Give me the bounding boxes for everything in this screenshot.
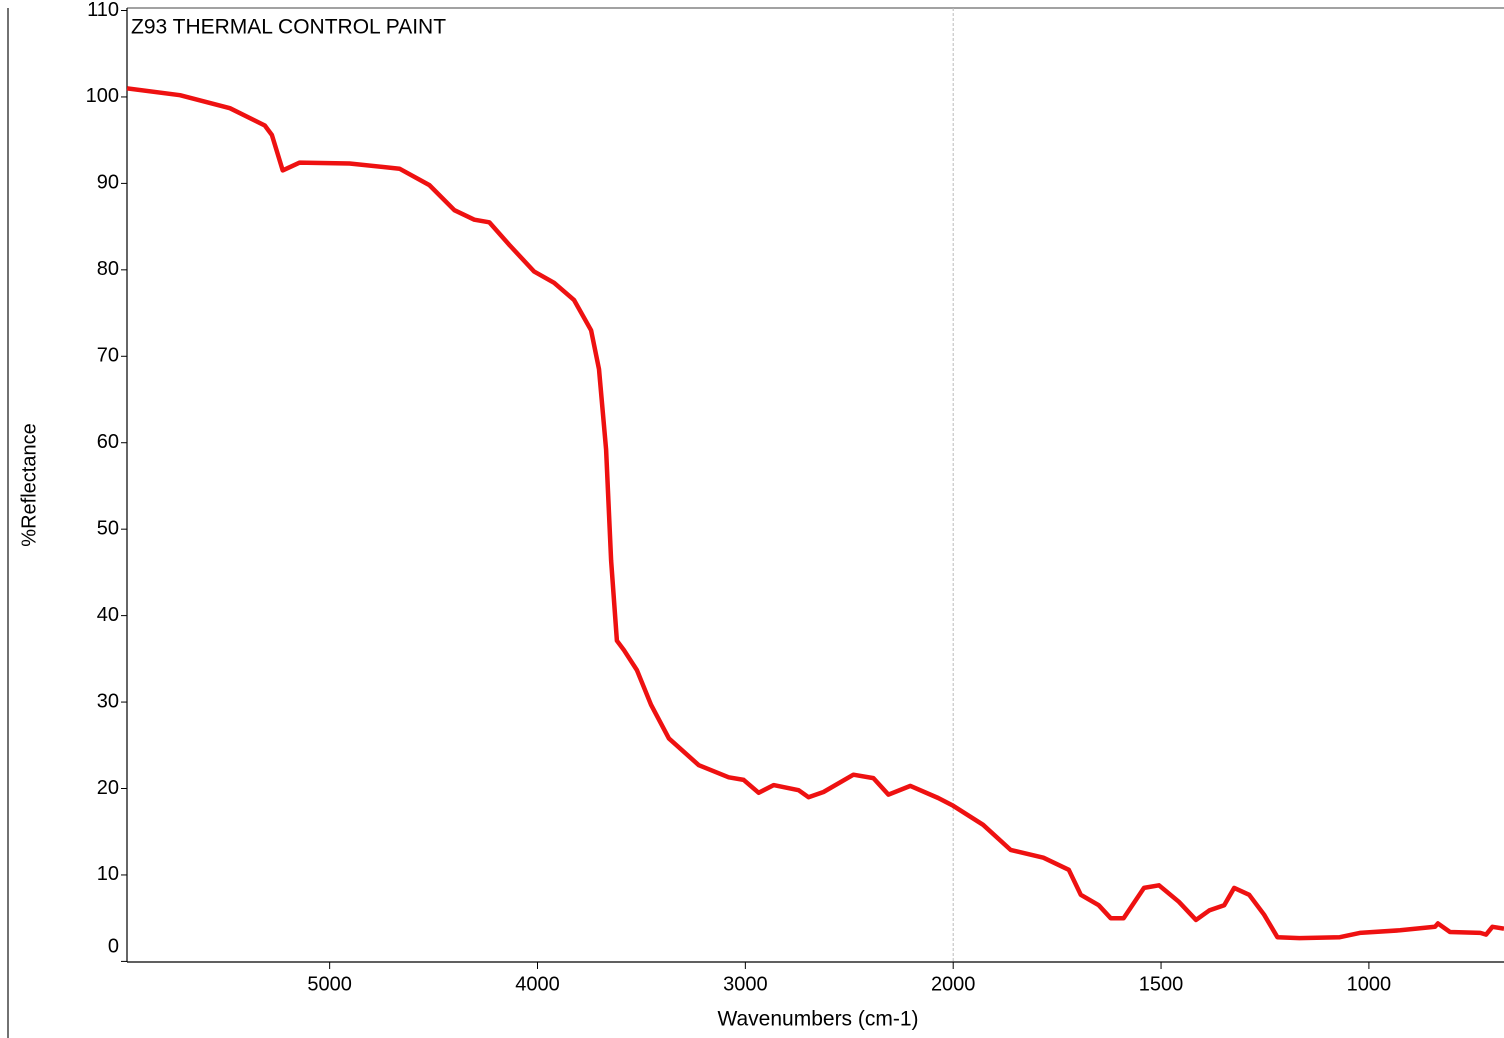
y-tick-label: 30: [97, 690, 119, 712]
y-tick-label: 0: [108, 936, 119, 958]
x-tick-label: 3000: [723, 973, 768, 995]
spectrum-line: [126, 86, 1504, 941]
y-tick-label: 20: [97, 777, 119, 799]
x-axis-label: Wavenumbers (cm-1): [717, 1008, 918, 1031]
y-tick-label: 40: [97, 604, 119, 626]
y-tick-label: 110: [87, 0, 119, 21]
y-tick-label: 70: [97, 345, 119, 367]
x-tick-label: 2000: [931, 973, 976, 995]
y-tick-label: 60: [97, 431, 119, 453]
x-tick-label: 5000: [307, 973, 352, 995]
x-tick-label: 1500: [1139, 973, 1184, 995]
x-tick-label: 1000: [1347, 973, 1392, 995]
y-tick-label: 50: [97, 517, 119, 539]
y-tick-label: 80: [97, 258, 119, 280]
y-axis-label: %Reflectance: [18, 423, 40, 546]
x-tick-label: 4000: [515, 973, 560, 995]
y-tick-label: 100: [86, 85, 119, 107]
chart-title: Z93 THERMAL CONTROL PAINT: [131, 16, 446, 39]
y-tick-label: 90: [97, 172, 119, 194]
y-tick-label: 10: [97, 863, 119, 885]
